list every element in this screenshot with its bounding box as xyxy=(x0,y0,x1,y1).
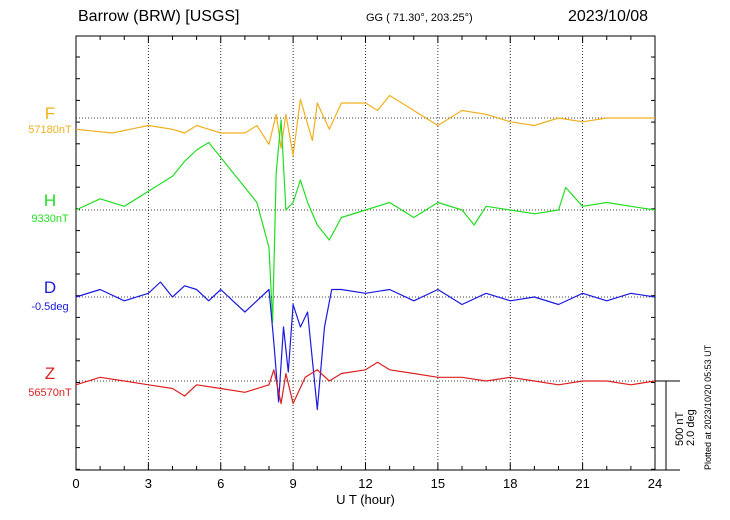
plot-date: 2023/10/08 xyxy=(568,8,649,25)
x-axis-label: U T (hour) xyxy=(336,492,395,507)
x-tick-label: 12 xyxy=(358,476,372,491)
x-tick-label: 3 xyxy=(145,476,152,491)
series-label-h: H xyxy=(43,191,57,210)
series-line-f xyxy=(75,94,655,157)
series-baseline-h: 9330nT xyxy=(31,213,69,225)
x-tick-label: 21 xyxy=(575,476,589,491)
series-line-z xyxy=(75,361,656,405)
series-line-h xyxy=(75,119,656,324)
series-baseline-f: 57180nT xyxy=(28,124,72,136)
x-tick-label: 15 xyxy=(431,476,445,491)
series-label-z: Z xyxy=(44,364,56,383)
series-line-d xyxy=(75,281,656,411)
scale-bar-deg-label: 2.0 deg xyxy=(685,409,697,446)
x-tick-label: 24 xyxy=(648,476,662,491)
series-label-d: D xyxy=(43,278,57,297)
series-label-f: F xyxy=(44,104,56,123)
x-tick-label: 18 xyxy=(503,476,517,491)
x-tick-label: 0 xyxy=(72,476,79,491)
series-baseline-z: 56570nT xyxy=(28,387,72,399)
x-tick-label: 9 xyxy=(290,476,297,491)
station-coords: GG ( 71.30°, 203.25°) xyxy=(366,12,473,24)
x-tick-label: 6 xyxy=(217,476,224,491)
plotted-timestamp: Plotted at 2023/10/20 05:53 UT xyxy=(703,344,713,470)
station-title: Barrow (BRW) [USGS] xyxy=(78,8,240,25)
series-baseline-d: -0.5deg xyxy=(31,301,69,313)
